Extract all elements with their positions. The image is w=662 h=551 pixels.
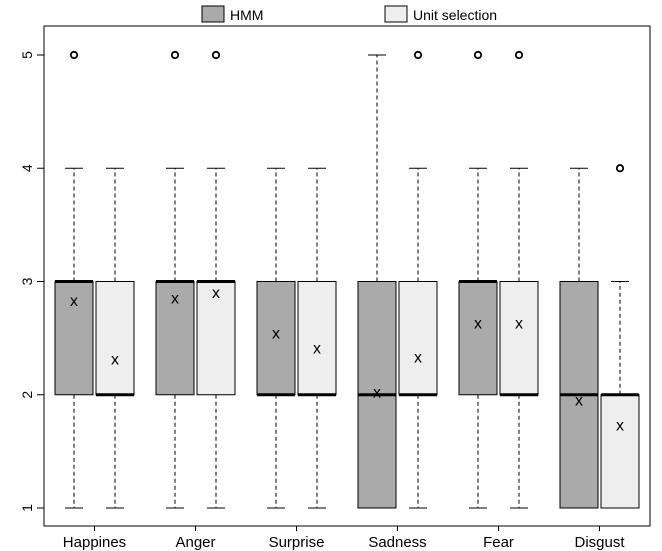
y-tick-label: 1 [19, 504, 35, 512]
box-hmm: x [54, 50, 94, 509]
outlier-point [615, 164, 625, 173]
iqr-box [54, 281, 94, 396]
mean-marker: x [313, 340, 321, 357]
box-unit-selection: x [196, 50, 236, 509]
mean-marker: x [70, 293, 78, 310]
iqr-box [155, 281, 195, 396]
box-unit-selection: x [499, 50, 539, 509]
mean-marker: x [111, 352, 119, 369]
plot-area: x x x x x x x x x x x x [54, 50, 640, 509]
x-tick-label: Happines [63, 534, 126, 551]
mean-marker: x [373, 384, 381, 401]
plot-frame [43, 25, 651, 527]
outlier-point [473, 50, 483, 60]
outlier-point [69, 50, 79, 60]
box-unit-selection: x [297, 167, 337, 509]
box-hmm: x [559, 167, 599, 509]
y-tick-label: 4 [19, 164, 35, 172]
mean-marker: x [515, 315, 523, 332]
iqr-box [95, 281, 135, 396]
iqr-box [499, 281, 539, 396]
x-tick-label: Disgust [574, 534, 625, 551]
box-hmm: x [357, 54, 397, 509]
legend-label: Unit selection [413, 7, 497, 23]
legend-swatch [384, 5, 408, 23]
mean-marker: x [212, 285, 220, 302]
iqr-box [458, 281, 498, 396]
y-tick-label: 2 [19, 391, 35, 399]
x-tick-label: Anger [175, 534, 215, 551]
outlier-point [413, 50, 423, 60]
iqr-box [196, 281, 236, 396]
legend-label: HMM [230, 7, 263, 23]
iqr-box [600, 394, 640, 509]
axes: 1 2 3 4 5 Happines Anger Surprise Sadness Fear Dis… [19, 25, 651, 551]
mean-marker: x [616, 417, 624, 434]
y-tick-label: 3 [19, 277, 35, 285]
box-unit-selection: x [398, 50, 438, 509]
box-hmm: x [155, 50, 195, 509]
box-unit-selection: x [95, 167, 135, 509]
outlier-point [514, 50, 524, 60]
x-tick-label: Sadness [368, 534, 426, 551]
legend-swatch [201, 5, 225, 23]
box-unit-selection: x [600, 164, 640, 509]
legend: HMM Unit selection [201, 5, 497, 23]
mean-marker: x [272, 326, 280, 343]
mean-marker: x [171, 290, 179, 307]
outlier-point [211, 50, 221, 60]
iqr-box [256, 281, 296, 396]
mean-marker: x [575, 392, 583, 409]
x-tick-label: Surprise [269, 534, 325, 551]
iqr-box [297, 281, 337, 396]
box-hmm: x [458, 50, 498, 509]
x-tick-label: Fear [483, 534, 514, 551]
mean-marker: x [414, 349, 422, 366]
outlier-point [170, 50, 180, 60]
iqr-box [398, 281, 438, 396]
y-tick-label: 5 [19, 51, 35, 59]
mean-marker: x [474, 315, 482, 332]
box-hmm: x [256, 167, 296, 509]
